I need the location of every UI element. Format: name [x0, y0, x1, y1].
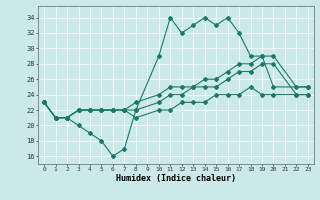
X-axis label: Humidex (Indice chaleur): Humidex (Indice chaleur) [116, 174, 236, 183]
